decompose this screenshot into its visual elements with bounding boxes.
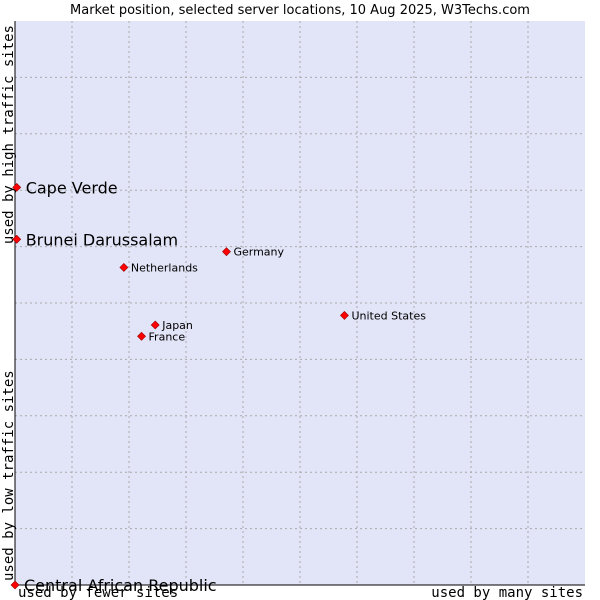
point-label-central-african-republic: Central African Republic — [24, 576, 217, 595]
y-axis-high-label: used by high traffic sites — [1, 25, 17, 244]
point-marker-netherlands — [119, 263, 129, 272]
point-marker-brunei-darussalam — [12, 234, 22, 244]
point-marker-cape-verde — [12, 182, 22, 192]
point-label-germany: Germany — [233, 246, 284, 259]
chart-title: Market position, selected server locatio… — [70, 3, 530, 18]
point-label-france: France — [149, 330, 186, 343]
y-axis-low-label: used by low traffic sites — [1, 370, 17, 581]
point-label-netherlands: Netherlands — [131, 261, 198, 274]
x-axis-high-label: used by many sites — [431, 585, 583, 600]
point-marker-central-african-republic — [10, 580, 20, 590]
point-label-brunei-darussalam: Brunei Darussalam — [26, 230, 178, 249]
grid-lines — [15, 21, 585, 585]
point-label-japan: Japan — [161, 319, 193, 332]
point-marker-france — [137, 331, 146, 341]
point-label-united-states: United States — [351, 309, 426, 322]
point-label-cape-verde: Cape Verde — [26, 178, 118, 197]
point-marker-japan — [150, 320, 160, 330]
point-marker-germany — [222, 247, 231, 257]
data-points: Cape Verde Brunei Darussalam Central Afric… — [10, 178, 426, 595]
point-marker-united-states — [340, 310, 349, 320]
x-axis-low-label: used by fewer sites — [18, 585, 178, 600]
